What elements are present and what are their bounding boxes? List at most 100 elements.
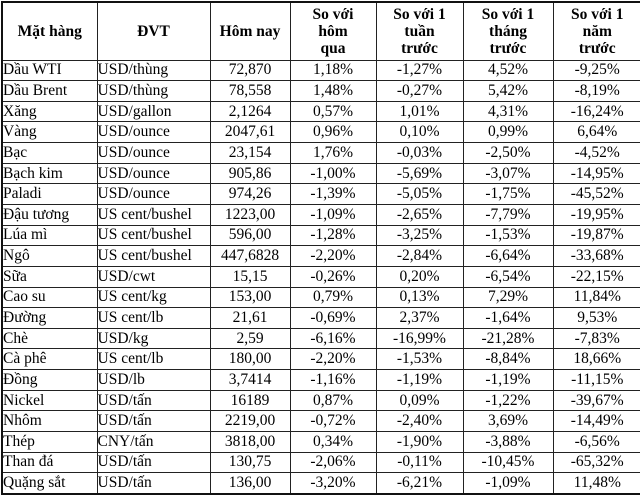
commodity-name-cell: Vàng: [2, 122, 97, 143]
value-cell: 136,00: [210, 473, 290, 494]
value-cell: -39,67%: [553, 390, 640, 411]
value-cell: 0,13%: [376, 287, 463, 308]
value-cell: -0,11%: [376, 452, 463, 473]
column-header-line: trước: [464, 40, 553, 57]
value-cell: -5,05%: [376, 184, 463, 205]
value-cell: -6,56%: [553, 432, 640, 453]
commodity-name-cell: Đồng: [2, 370, 97, 391]
value-cell: -1,53%: [463, 225, 553, 246]
value-cell: 153,00: [210, 287, 290, 308]
column-header-line: So với: [291, 6, 376, 23]
value-cell: 2,37%: [376, 308, 463, 329]
value-cell: -1,39%: [290, 184, 376, 205]
value-cell: 0,34%: [290, 432, 376, 453]
unit-cell: USD/tấn: [97, 473, 210, 494]
unit-cell: USD/kg: [97, 328, 210, 349]
commodity-name-cell: Thép: [2, 432, 97, 453]
unit-cell: CNY/tấn: [97, 432, 210, 453]
value-cell: -2,20%: [290, 246, 376, 267]
value-cell: 447,6828: [210, 246, 290, 267]
value-cell: 6,64%: [553, 122, 640, 143]
column-header-line: Hôm nay: [211, 23, 290, 40]
value-cell: -2,65%: [376, 204, 463, 225]
value-cell: 2,1264: [210, 101, 290, 122]
value-cell: 5,42%: [463, 81, 553, 102]
column-header-line: tháng: [464, 23, 553, 40]
value-cell: -3,25%: [376, 225, 463, 246]
value-cell: -1,27%: [376, 60, 463, 81]
commodity-name-cell: Dầu Brent: [2, 81, 97, 102]
value-cell: -3,88%: [463, 432, 553, 453]
value-cell: -8,19%: [553, 81, 640, 102]
column-header-line: trước: [554, 40, 640, 57]
value-cell: 9,53%: [553, 308, 640, 329]
value-cell: 2047,61: [210, 122, 290, 143]
value-cell: 0,79%: [290, 287, 376, 308]
commodity-name-cell: Đường: [2, 308, 97, 329]
column-header: Mặt hàng: [2, 2, 97, 60]
value-cell: -6,16%: [290, 328, 376, 349]
unit-cell: US cent/bushel: [97, 246, 210, 267]
value-cell: 16189: [210, 390, 290, 411]
value-cell: -0,03%: [376, 143, 463, 164]
unit-cell: US cent/bushel: [97, 225, 210, 246]
commodity-name-cell: Than đá: [2, 452, 97, 473]
value-cell: -1,09%: [290, 204, 376, 225]
value-cell: -19,95%: [553, 204, 640, 225]
commodity-name-cell: Đậu tương: [2, 204, 97, 225]
column-header: Hôm nay: [210, 2, 290, 60]
value-cell: 78,558: [210, 81, 290, 102]
value-cell: 0,57%: [290, 101, 376, 122]
value-cell: -10,45%: [463, 452, 553, 473]
commodity-name-cell: Lúa mì: [2, 225, 97, 246]
value-cell: -1,75%: [463, 184, 553, 205]
value-cell: -14,49%: [553, 411, 640, 432]
column-header-line: qua: [291, 40, 376, 57]
value-cell: -1,22%: [463, 390, 553, 411]
value-cell: 2219,00: [210, 411, 290, 432]
value-cell: -22,15%: [553, 266, 640, 287]
value-cell: -8,84%: [463, 349, 553, 370]
value-cell: -7,79%: [463, 204, 553, 225]
value-cell: 15,15: [210, 266, 290, 287]
value-cell: -2,40%: [376, 411, 463, 432]
unit-cell: US cent/bushel: [97, 204, 210, 225]
commodity-name-cell: Nickel: [2, 390, 97, 411]
value-cell: -5,69%: [376, 163, 463, 184]
value-cell: 1,76%: [290, 143, 376, 164]
value-cell: -0,27%: [376, 81, 463, 102]
value-cell: -0,69%: [290, 308, 376, 329]
value-cell: -6,64%: [463, 246, 553, 267]
value-cell: -3,07%: [463, 163, 553, 184]
value-cell: -16,99%: [376, 328, 463, 349]
commodity-name-cell: Ngô: [2, 246, 97, 267]
commodity-name-cell: Nhôm: [2, 411, 97, 432]
column-header-line: hôm: [291, 23, 376, 40]
value-cell: 18,66%: [553, 349, 640, 370]
unit-cell: US cent/lb: [97, 308, 210, 329]
unit-cell: USD/gallon: [97, 101, 210, 122]
commodity-name-cell: Quặng sắt: [2, 473, 97, 494]
value-cell: -1,16%: [290, 370, 376, 391]
value-cell: -4,52%: [553, 143, 640, 164]
commodity-name-cell: Paladi: [2, 184, 97, 205]
unit-cell: USD/tấn: [97, 452, 210, 473]
unit-cell: USD/thùng: [97, 81, 210, 102]
unit-cell: USD/ounce: [97, 184, 210, 205]
value-cell: 4,31%: [463, 101, 553, 122]
column-header-line: So với 1: [464, 6, 553, 23]
value-cell: 3,7414: [210, 370, 290, 391]
value-cell: 4,52%: [463, 60, 553, 81]
